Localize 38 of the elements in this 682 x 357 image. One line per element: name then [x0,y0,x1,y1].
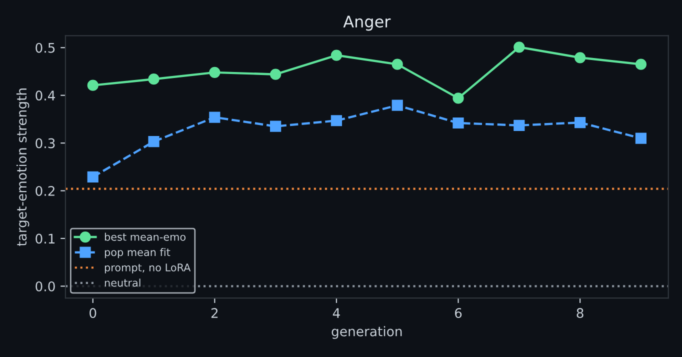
point [209,112,220,123]
point [330,115,342,126]
point [148,136,160,148]
y-tick-label: 0.4 [36,90,56,101]
legend-label: prompt, no LoRA [104,264,191,274]
point [452,92,464,104]
y-tick-label: 0.2 [36,186,54,196]
point [270,68,282,80]
point [635,132,647,144]
point [574,52,586,64]
point [330,50,342,61]
point [87,171,98,182]
y-tick-label: 0.3 [36,138,55,148]
point [87,80,98,91]
ref-line-label: neutral [104,278,140,287]
x-tick-label: 2 [211,308,218,318]
point [635,58,647,70]
point [392,100,403,111]
legend-label: pop mean fit [104,248,170,258]
point [209,66,220,78]
point [514,120,525,131]
x-tick-label: 4 [332,308,340,318]
x-tick-label: 8 [576,308,584,318]
y-tick-label: 0.5 [36,42,55,53]
legend-label: best mean-emo [104,232,186,241]
point [392,58,403,70]
x-tick-label: 6 [454,308,462,318]
y-axis-title: target-emotion strength [16,88,30,246]
y-tick-label: 0.1 [36,234,55,244]
y-tick-label: 0.0 [36,281,55,292]
x-axis-title: generation [332,326,402,339]
point [452,117,464,129]
point [270,120,282,132]
x-tick-label: 0 [90,308,96,318]
point [514,42,525,53]
point [148,74,160,85]
point [574,116,586,128]
chart-title: Anger [343,16,391,31]
